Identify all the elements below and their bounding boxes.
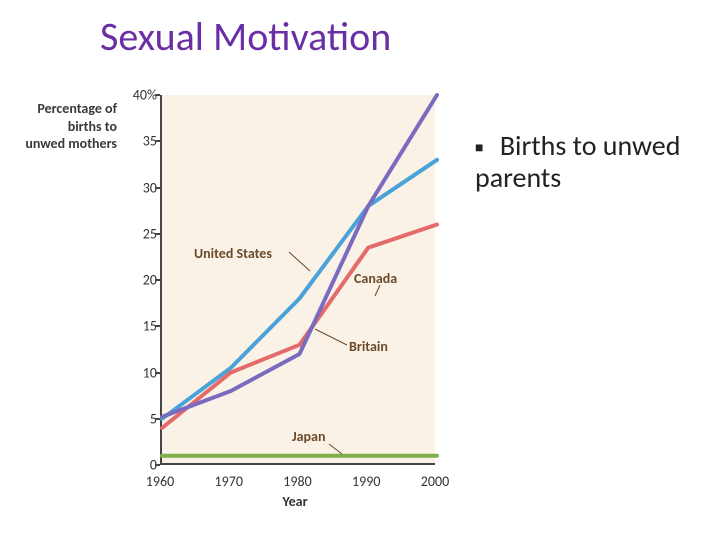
series-lead-line: [329, 444, 342, 454]
series-label: United States: [194, 245, 272, 262]
y-tick-mark: [155, 418, 160, 420]
y-tick-mark: [155, 325, 160, 327]
x-tick-label: 1970: [215, 473, 243, 490]
series-label: Britain: [349, 338, 388, 355]
series-label: Japan: [292, 428, 325, 445]
y-tick-mark: [155, 233, 160, 235]
plot-area: United States Canada Britain Japan: [160, 95, 435, 465]
y-tick-label: 40%: [133, 87, 157, 104]
series-lead-line: [315, 329, 347, 345]
y-tick-mark: [155, 187, 160, 189]
bullet-caption: Births to unwed parents: [475, 130, 720, 194]
x-tick-label: 1990: [352, 473, 380, 490]
series-lead-line: [289, 252, 310, 271]
y-tick-mark: [155, 140, 160, 142]
x-tick-label: 1980: [283, 473, 311, 490]
x-axis-label: Year: [282, 493, 307, 510]
bullet-text-content: Births to unwed parents: [475, 128, 680, 195]
series-label: Canada: [354, 270, 397, 287]
y-tick-mark: [155, 279, 160, 281]
y-tick-mark: [155, 94, 160, 96]
x-tick-label: 2000: [421, 473, 449, 490]
y-tick-mark: [155, 372, 160, 374]
y-axis-label: Percentage of births to unwed mothers: [25, 100, 117, 153]
y-tick-mark: [155, 464, 160, 466]
chart-container: Percentage of births to unwed mothers Un…: [25, 95, 455, 515]
page-title: Sexual Motivation: [100, 12, 391, 61]
series-line-united-states: [162, 160, 437, 419]
x-tick-label: 1960: [146, 473, 174, 490]
